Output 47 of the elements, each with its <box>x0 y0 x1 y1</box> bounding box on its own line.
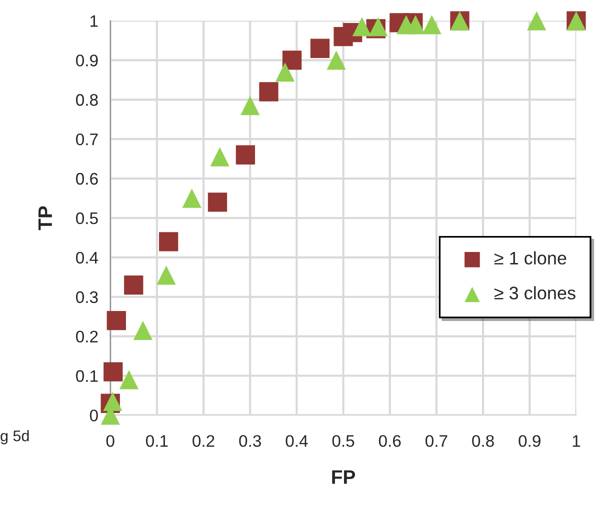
point <box>182 188 202 208</box>
point <box>310 38 330 58</box>
point <box>106 310 126 330</box>
y-tick-label: 0 <box>90 410 98 422</box>
y-tick-label: 0.3 <box>76 291 98 304</box>
point <box>527 11 546 30</box>
x-tick-label: 1 <box>572 435 580 447</box>
x-tick-label: 0.5 <box>332 435 354 447</box>
y-tick-label: 0.5 <box>76 212 98 224</box>
point <box>159 232 178 252</box>
x-tick-label: 0.3 <box>239 435 261 447</box>
y-tick-label: 0.1 <box>76 370 98 382</box>
point <box>422 15 442 34</box>
text: g 5d <box>0 430 29 444</box>
x-tick-label: 0.9 <box>518 435 540 447</box>
point <box>236 145 256 164</box>
x-tick-label: 0.1 <box>146 435 168 447</box>
y-tick-label: 0.2 <box>76 330 98 343</box>
point <box>104 362 123 382</box>
x-tick-label: 0.7 <box>426 435 448 447</box>
point <box>259 82 278 102</box>
point <box>282 50 302 70</box>
legend-label: ≥ 3 clones <box>494 286 576 300</box>
point <box>124 275 144 295</box>
y-tick-label: 0.7 <box>76 133 98 146</box>
point <box>210 147 230 166</box>
y-tick-label: 0.9 <box>76 54 98 66</box>
point <box>326 50 346 70</box>
y-tick-label: 0.4 <box>76 252 98 264</box>
x-tick-label: 0.6 <box>378 435 401 447</box>
legend-label: ≥ 1 clone <box>494 251 566 265</box>
y-tick-label: 1 <box>90 15 98 27</box>
y-axis-title: TP <box>38 206 52 230</box>
x-axis-title: FP <box>332 470 356 484</box>
x-tick-label: 0 <box>106 435 114 447</box>
point <box>119 370 139 390</box>
y-tick-label: 0.6 <box>76 172 98 185</box>
x-tick-label: 0.4 <box>286 435 308 447</box>
point <box>352 17 372 36</box>
point <box>275 62 295 82</box>
x-tick-label: 0.8 <box>472 435 494 447</box>
y-tick-label: 0.8 <box>76 94 98 106</box>
point <box>156 266 176 285</box>
point <box>133 320 153 340</box>
x-tick-label: 0.2 <box>192 435 214 447</box>
point <box>240 96 260 116</box>
point <box>208 192 228 212</box>
